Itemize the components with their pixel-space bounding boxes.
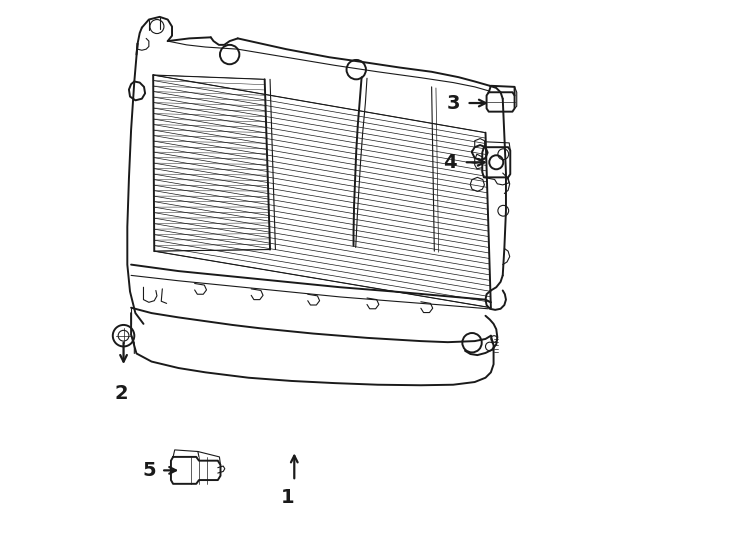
Text: 4: 4 (443, 153, 457, 172)
Text: 3: 3 (446, 93, 460, 112)
Text: 2: 2 (115, 384, 128, 403)
Text: 5: 5 (142, 461, 156, 480)
Text: 1: 1 (280, 488, 294, 507)
